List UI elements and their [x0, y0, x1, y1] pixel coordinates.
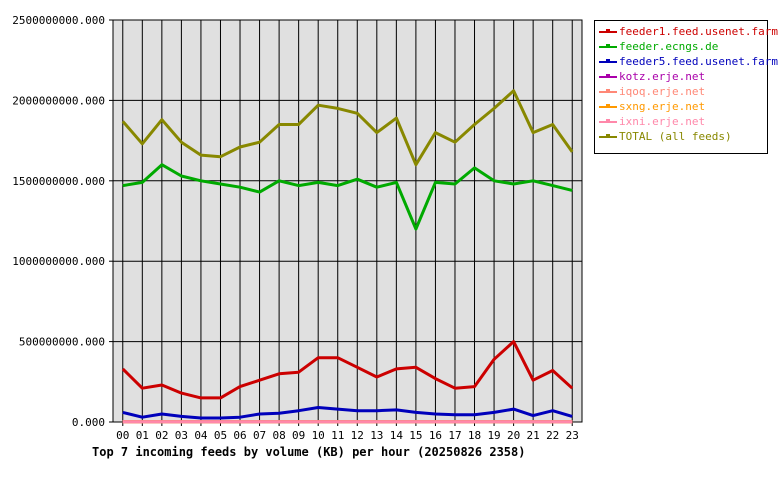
x-tick-label: 23 — [566, 429, 579, 442]
legend-label: feeder5.feed.usenet.farm — [619, 55, 778, 68]
legend-item: TOTAL (all feeds) — [599, 129, 763, 144]
legend-swatch — [599, 116, 617, 127]
legend-label: TOTAL (all feeds) — [619, 130, 732, 143]
legend-item: ixni.erje.net — [599, 114, 763, 129]
series-line-feeder-ecngs-de — [122, 163, 573, 231]
plot-area — [112, 19, 583, 423]
x-tick-label: 06 — [233, 429, 246, 442]
legend-item: feeder5.feed.usenet.farm — [599, 54, 778, 69]
x-tick-label: 04 — [194, 429, 208, 442]
y-tick-label: 500000000.000 — [19, 336, 105, 349]
legend-swatch — [599, 26, 617, 37]
x-tick-label: 16 — [429, 429, 442, 442]
x-tick-label: 12 — [351, 429, 364, 442]
series-line-feeder1-feed-usenet-farm — [121, 340, 574, 400]
legend-item: iqoq.erje.net — [599, 84, 763, 99]
legend-item: feeder1.feed.usenet.farm — [599, 24, 778, 39]
y-tick-label: 1500000000.000 — [12, 175, 105, 188]
legend-item: sxng.erje.net — [599, 99, 763, 114]
legend-swatch — [599, 56, 617, 67]
legend-swatch — [599, 101, 617, 112]
x-tick-label: 09 — [292, 429, 305, 442]
legend-swatch — [599, 86, 617, 97]
chart-title: Top 7 incoming feeds by volume (KB) per … — [92, 445, 526, 459]
x-tick-label: 20 — [507, 429, 520, 442]
y-tick-label: 1000000000.000 — [12, 255, 105, 268]
x-tick-label: 03 — [175, 429, 188, 442]
legend-item: kotz.erje.net — [599, 69, 763, 84]
y-tick-label: 0.000 — [72, 416, 105, 429]
legend-item: feeder.ecngs.de — [599, 39, 763, 54]
y-tick-label: 2500000000.000 — [12, 14, 105, 27]
legend-swatch — [599, 71, 617, 82]
series-line-feeder5-feed-usenet-farm — [122, 406, 573, 420]
x-tick-label: 11 — [331, 429, 344, 442]
x-tick-label: 10 — [312, 429, 325, 442]
x-tick-label: 07 — [253, 429, 266, 442]
x-tick-label: 15 — [409, 429, 422, 442]
x-tick-label: 08 — [272, 429, 285, 442]
legend-label: feeder1.feed.usenet.farm — [619, 25, 778, 38]
x-tick-label: 21 — [527, 429, 540, 442]
legend-swatch — [599, 131, 617, 142]
legend-label: iqoq.erje.net — [619, 85, 706, 98]
legend-swatch — [599, 41, 617, 52]
x-tick-label: 14 — [390, 429, 404, 442]
series-line-total-all-feeds — [121, 89, 574, 167]
legend-label: sxng.erje.net — [619, 100, 706, 113]
x-tick-label: 22 — [546, 429, 559, 442]
legend-label: feeder.ecngs.de — [619, 40, 719, 53]
legend-label: kotz.erje.net — [619, 70, 706, 83]
x-tick-label: 17 — [448, 429, 461, 442]
x-tick-label: 05 — [214, 429, 227, 442]
x-tick-label: 01 — [136, 429, 149, 442]
x-tick-label: 02 — [155, 429, 168, 442]
x-tick-label: 18 — [468, 429, 481, 442]
x-tick-label: 19 — [487, 429, 500, 442]
chart-legend: feeder1.feed.usenet.farm feeder.ecngs.de f… — [594, 20, 778, 154]
legend-label: ixni.erje.net — [619, 115, 706, 128]
x-tick-label: 00 — [116, 429, 129, 442]
y-tick-label: 2000000000.000 — [12, 94, 105, 107]
x-tick-label: 13 — [370, 429, 383, 442]
